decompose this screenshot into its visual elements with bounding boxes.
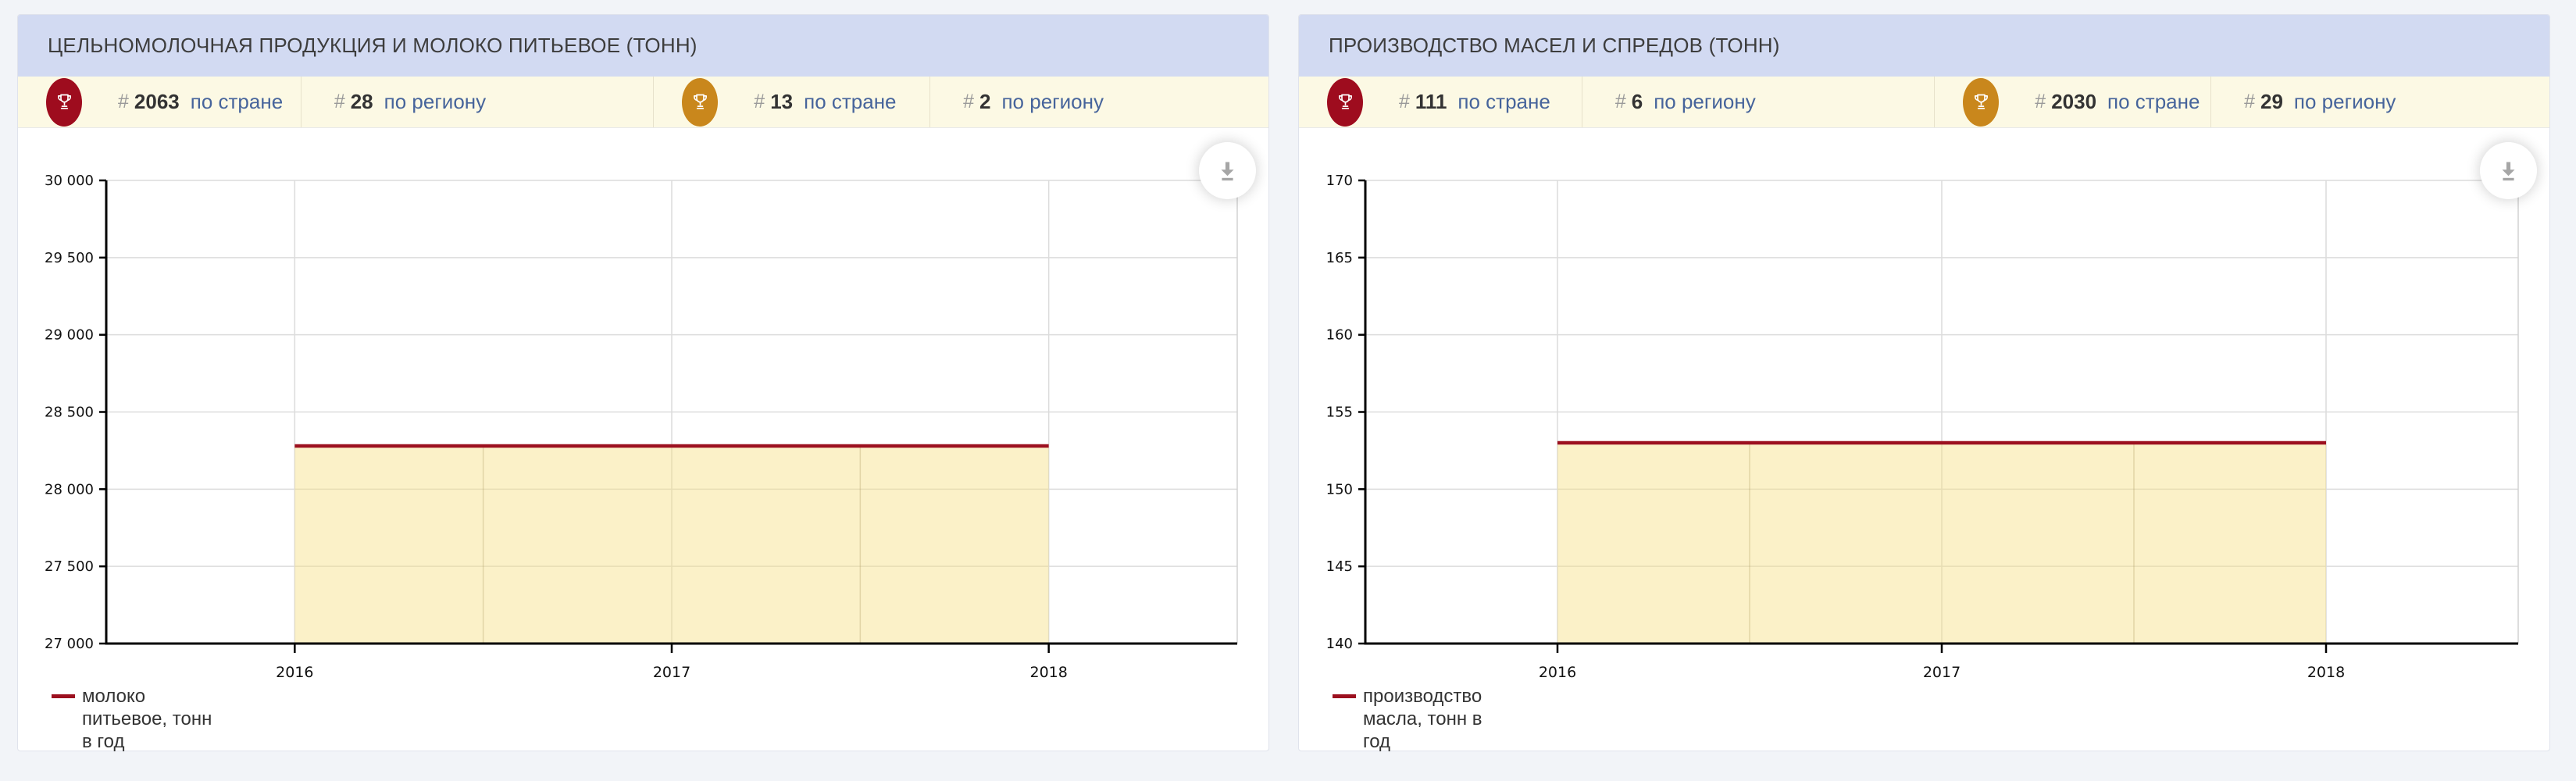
svg-text:2016: 2016 bbox=[276, 664, 313, 681]
rank-value: 111 bbox=[1415, 90, 1447, 113]
panel-header: ПРОИЗВОДСТВО МАСЕЛ И СПРЕДОВ (ТОНН) bbox=[1299, 15, 2549, 77]
rank-hash: # bbox=[1399, 91, 1410, 112]
rank-cell-region-gold: # 29 по региону bbox=[2210, 77, 2549, 127]
trophy-icon bbox=[682, 77, 719, 127]
rank-hash: # bbox=[334, 91, 345, 112]
svg-text:145: 145 bbox=[1326, 558, 1353, 575]
chart-area: 27 000 27 500 28 000 28 500 29 000 29 500 30 0… bbox=[18, 128, 1268, 753]
rank-cell-country-red: # 2063 по стране bbox=[18, 77, 301, 127]
svg-text:155: 155 bbox=[1326, 405, 1353, 421]
trophy-icon bbox=[46, 77, 82, 127]
rank-scope-link[interactable]: по региону bbox=[2293, 90, 2396, 113]
trophy-icon bbox=[1963, 77, 2000, 127]
rank-value: 6 bbox=[1631, 90, 1643, 113]
rank-cell-region-red: # 28 по региону bbox=[300, 77, 653, 127]
panel-header: ЦЕЛЬНОМОЛОЧНАЯ ПРОДУКЦИЯ И МОЛОКО ПИТЬЕВ… bbox=[18, 15, 1268, 77]
download-icon bbox=[2502, 162, 2515, 181]
rank-scope-link[interactable]: по региону bbox=[1001, 90, 1104, 113]
rank-value: 29 bbox=[2260, 90, 2283, 113]
download-chart-button[interactable] bbox=[2480, 142, 2537, 199]
rank-hash: # bbox=[2035, 91, 2046, 112]
rank-scope-link[interactable]: по стране bbox=[1457, 90, 1550, 113]
download-icon bbox=[1221, 162, 1234, 181]
svg-text:140: 140 bbox=[1326, 636, 1353, 652]
rank-value: 13 bbox=[770, 90, 794, 113]
trophy-icon bbox=[1327, 77, 1363, 127]
legend-label: молоко питьевое, тонн в год bbox=[82, 686, 212, 752]
svg-text:27 000: 27 000 bbox=[45, 636, 94, 652]
svg-text:150: 150 bbox=[1326, 481, 1353, 497]
rank-scope-link[interactable]: по региону bbox=[384, 90, 487, 113]
rank-value: 2030 bbox=[2051, 90, 2097, 113]
rank-cell-country-gold: # 13 по стране bbox=[653, 77, 929, 127]
rank-badge-row: # 2063 по стране # 28 по региону # 13 по… bbox=[18, 77, 1268, 128]
rank-scope-link[interactable]: по региону bbox=[1654, 90, 1756, 113]
rank-cell-country-gold: # 2030 по стране bbox=[1934, 77, 2210, 127]
svg-text:2017: 2017 bbox=[653, 664, 690, 681]
rank-scope-link[interactable]: по стране bbox=[190, 90, 284, 113]
line-chart-butter[interactable]: 140 145 150 155 160 165 170 2016 2017 2018 bbox=[1299, 128, 2549, 751]
rank-scope-link[interactable]: по стране bbox=[804, 90, 897, 113]
rank-badge-row: # 111 по стране # 6 по региону # 2030 по… bbox=[1299, 77, 2549, 128]
line-chart-milk[interactable]: 27 000 27 500 28 000 28 500 29 000 29 500 30 0… bbox=[18, 128, 1268, 751]
svg-text:165: 165 bbox=[1326, 250, 1353, 266]
svg-text:160: 160 bbox=[1326, 327, 1353, 344]
rank-hash: # bbox=[118, 91, 129, 112]
panel-title: ПРОИЗВОДСТВО МАСЕЛ И СПРЕДОВ (ТОНН) bbox=[1329, 34, 1780, 57]
legend-line-swatch bbox=[1333, 694, 1356, 698]
chart-area: 140 145 150 155 160 165 170 2016 2017 2018 произв… bbox=[1299, 128, 2549, 753]
svg-text:2017: 2017 bbox=[1923, 664, 1961, 681]
svg-text:28 000: 28 000 bbox=[45, 481, 94, 497]
rank-value: 2 bbox=[979, 90, 991, 113]
rank-cell-country-red: # 111 по стране bbox=[1299, 77, 1582, 127]
panel-butter-production: ПРОИЗВОДСТВО МАСЕЛ И СПРЕДОВ (ТОНН) # 11… bbox=[1298, 14, 2550, 753]
rank-cell-region-red: # 6 по региону bbox=[1581, 77, 1934, 127]
svg-text:28 500: 28 500 bbox=[45, 405, 94, 421]
rank-value: 2063 bbox=[134, 90, 180, 113]
panel-title: ЦЕЛЬНОМОЛОЧНАЯ ПРОДУКЦИЯ И МОЛОКО ПИТЬЕВ… bbox=[48, 34, 698, 57]
rank-scope-link[interactable]: по стране bbox=[2107, 90, 2200, 113]
legend-line-swatch bbox=[52, 694, 75, 698]
rank-cell-region-gold: # 2 по региону bbox=[929, 77, 1268, 127]
rank-value: 28 bbox=[350, 90, 373, 113]
svg-text:29 000: 29 000 bbox=[45, 327, 94, 344]
legend-label: производство масла, тонн в год bbox=[1363, 686, 1482, 752]
svg-text:170: 170 bbox=[1326, 173, 1353, 189]
svg-text:2018: 2018 bbox=[1029, 664, 1067, 681]
chart-legend: производство масла, тонн в год bbox=[1333, 685, 1482, 753]
rank-hash: # bbox=[1614, 91, 1626, 112]
rank-hash: # bbox=[963, 91, 974, 112]
panel-milk-products: ЦЕЛЬНОМОЛОЧНАЯ ПРОДУКЦИЯ И МОЛОКО ПИТЬЕВ… bbox=[17, 14, 1269, 753]
svg-text:27 500: 27 500 bbox=[45, 558, 94, 575]
svg-text:30 000: 30 000 bbox=[45, 173, 94, 189]
svg-text:2018: 2018 bbox=[2307, 664, 2345, 681]
download-chart-button[interactable] bbox=[1199, 142, 1256, 199]
rank-hash: # bbox=[754, 91, 765, 112]
rank-hash: # bbox=[2244, 91, 2255, 112]
chart-legend: молоко питьевое, тонн в год bbox=[52, 685, 212, 753]
svg-text:29 500: 29 500 bbox=[45, 250, 94, 266]
svg-text:2016: 2016 bbox=[1539, 664, 1576, 681]
